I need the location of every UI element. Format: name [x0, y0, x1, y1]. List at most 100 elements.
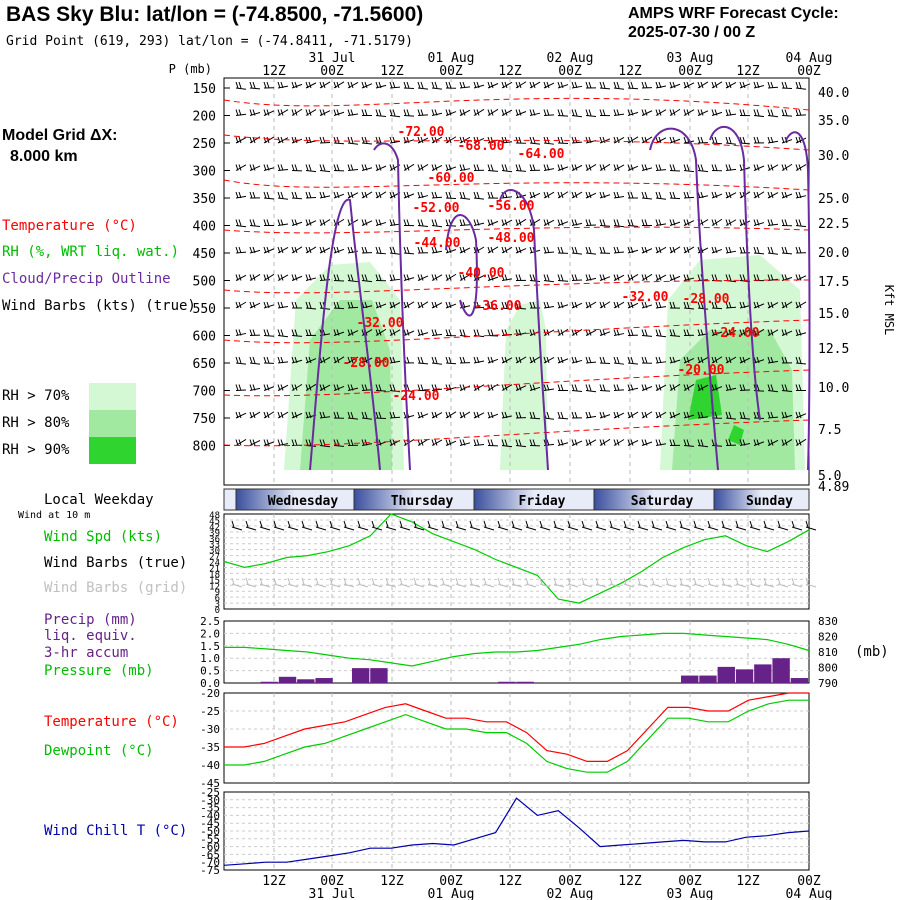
bottom-hour-label: 00Z [439, 874, 463, 889]
wind-barb-stroke [753, 191, 765, 199]
wind-barb-stroke [767, 301, 779, 309]
wind-barb-stroke [571, 356, 583, 364]
wind10-barb [511, 520, 523, 531]
wind-barb [417, 246, 429, 254]
wind-barb [333, 191, 345, 199]
wind-panel-tick-label: 9 [215, 588, 220, 598]
wind-barb-stroke [767, 164, 779, 171]
wind-barb [795, 81, 807, 90]
pressure-tick-label: 800 [193, 440, 216, 455]
wind-barb [571, 356, 583, 364]
wind-barb-stroke [669, 108, 681, 116]
wind10-barb [273, 520, 285, 531]
wind-barb-stroke [571, 246, 583, 255]
isotherm-label: -36.00 [475, 299, 522, 314]
wind-barb-stroke [347, 301, 359, 309]
wind-barb [277, 411, 289, 419]
wind-barb-stroke [767, 274, 779, 281]
wind-barb [347, 164, 359, 171]
wind-speed-line [223, 513, 810, 604]
wind-barb [697, 356, 709, 364]
precip-bar [735, 669, 754, 683]
wind-barb-stroke [697, 136, 709, 144]
wind-barb [347, 356, 359, 364]
wind-barb [571, 411, 583, 419]
wind-barb [753, 136, 765, 144]
wind-barb [795, 246, 807, 254]
wind-barb [403, 163, 415, 171]
isotherm-label: -40.00 [458, 266, 505, 281]
wind-barb [795, 384, 807, 392]
wind-barb-stroke [515, 164, 527, 172]
wind-barb-stroke [585, 109, 597, 118]
wind-barb-stroke [641, 273, 653, 281]
windchill-panel-tick-label: -60 [200, 841, 220, 854]
wind-barb [263, 301, 275, 309]
height-tick-label: 20.0 [818, 246, 849, 261]
wind-barb [347, 191, 359, 199]
wind-barb [543, 384, 555, 391]
wind10-barb [707, 520, 719, 531]
wind-barb [249, 246, 261, 254]
wind-barb-stroke [571, 384, 583, 393]
wind-barb-stroke [767, 109, 779, 118]
wind-barb-stroke [641, 329, 653, 337]
wind-barb-stroke [501, 81, 513, 89]
wind-barb-stroke [445, 136, 457, 144]
isotherm-label: -20.00 [678, 363, 725, 378]
wind-barb [557, 439, 569, 446]
wind-barb-stroke [487, 274, 499, 281]
wind-barb [515, 246, 527, 254]
cloud-outline-4 [649, 127, 719, 471]
wind-barb [417, 219, 429, 228]
wind-barb-stroke [795, 356, 807, 365]
wind-barb-stroke [613, 384, 625, 391]
wind-barb-stroke [389, 301, 401, 309]
wind-barb [263, 191, 275, 200]
wind-barb [669, 164, 681, 172]
wind-barb-stroke [305, 329, 317, 336]
wind-barb-stroke [669, 274, 681, 281]
wind-barb [571, 109, 583, 118]
wind-barb-stroke [445, 81, 457, 89]
wind-barb-stroke [739, 301, 751, 309]
wind-barb-stroke [305, 219, 317, 226]
wind-barb [697, 384, 709, 391]
wind-barb [291, 274, 303, 281]
isotherm-label: -60.00 [428, 171, 475, 186]
pressure-tick-label: 820 [818, 631, 838, 644]
wind-barb [613, 411, 625, 419]
wind-barb-stroke [613, 439, 625, 446]
wind-barb [641, 411, 653, 419]
wind-barb-stroke [249, 329, 261, 336]
wind10-grid-barb [497, 577, 509, 588]
wind-barb-stroke [305, 439, 317, 447]
rh70-swatch [89, 383, 136, 410]
wind-barb-stroke [263, 411, 275, 419]
wind-barb [599, 329, 611, 336]
wind-barb-stroke [585, 219, 597, 226]
wind-barb-stroke [431, 109, 443, 116]
wind-barb-stroke [473, 411, 485, 419]
wind-barb [347, 384, 359, 391]
wind-barb [669, 329, 681, 337]
wind-barb-stroke [431, 411, 443, 419]
wind-barb [599, 274, 611, 281]
wind-barb [249, 164, 261, 171]
precip-bar [516, 681, 534, 683]
wind-barb-stroke [599, 274, 611, 281]
wind-barb [669, 191, 681, 200]
wind-barb [767, 164, 779, 171]
wind-barb-stroke [347, 274, 359, 283]
wind-barb-stroke [767, 411, 779, 419]
wind10-barb [721, 520, 733, 531]
wind-barb-stroke [683, 274, 695, 281]
wind-panel-tick-label: 48 [209, 511, 220, 521]
wind-barb [613, 219, 625, 228]
wind-barb-stroke [249, 274, 261, 281]
wind-barb [781, 246, 793, 255]
wind10-barb [231, 520, 243, 531]
wind-barb [473, 411, 485, 419]
top-hour-label: 12Z [498, 64, 522, 79]
wind-barb-stroke [431, 81, 443, 90]
